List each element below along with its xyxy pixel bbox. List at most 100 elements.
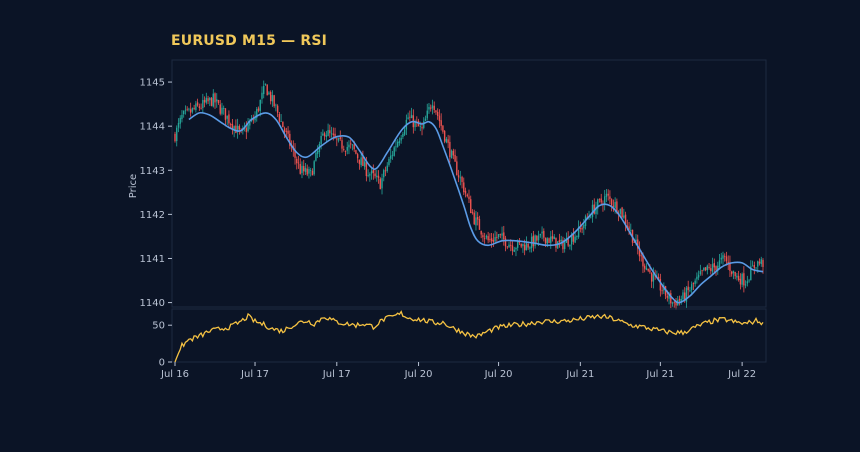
candle-down: [203, 99, 206, 103]
candle-down: [461, 176, 463, 183]
candle-up: [537, 235, 540, 241]
x-tick-label: Jul 21: [565, 369, 594, 380]
candle-down: [289, 133, 291, 146]
candle-up: [717, 265, 719, 272]
candle-up: [212, 93, 214, 107]
rsi-tick-label: 0: [159, 358, 165, 369]
candle-up: [652, 274, 655, 282]
price-tick-label: 1143: [140, 166, 165, 177]
candle-up: [396, 141, 399, 147]
candle-up: [711, 264, 714, 272]
candle-up: [308, 169, 310, 174]
candle-up: [263, 85, 265, 95]
candle-up: [619, 208, 622, 214]
candle-down: [339, 137, 341, 139]
candle-up: [249, 122, 251, 126]
candle-up: [221, 107, 223, 114]
x-tick-label: Jul 16: [160, 369, 189, 380]
x-tick-label: Jul 21: [645, 369, 674, 380]
candle-down: [294, 149, 296, 158]
candle-down: [219, 104, 221, 114]
candle-up: [386, 165, 388, 172]
candle-down: [193, 107, 195, 109]
candle-down: [558, 240, 561, 243]
candle-up: [605, 193, 608, 197]
candle-down: [329, 130, 331, 134]
candle-up: [304, 167, 307, 172]
candle-down: [200, 107, 202, 109]
candle-down: [471, 212, 474, 214]
candle-down: [287, 130, 289, 134]
candle-down: [579, 227, 582, 229]
candle-up: [513, 249, 515, 252]
price-tick-label: 1145: [140, 78, 165, 89]
candle-up: [671, 302, 674, 304]
candle-down: [464, 190, 467, 194]
candle-up: [563, 242, 566, 250]
candle-up: [680, 298, 682, 302]
candle-down: [659, 279, 662, 291]
candle-up: [395, 146, 397, 148]
candle-down: [593, 204, 595, 214]
candle-down: [299, 163, 301, 174]
candle-down: [303, 166, 305, 172]
x-tick-label: Jul 20: [484, 369, 513, 380]
candle-up: [360, 157, 362, 166]
candle-down: [350, 143, 352, 145]
candle-down: [633, 242, 635, 243]
candle-up: [565, 238, 568, 243]
candle-down: [489, 239, 491, 241]
candle-up: [330, 133, 333, 135]
candle-up: [398, 140, 401, 144]
price-tick-label: 1142: [140, 210, 165, 221]
candle-up: [591, 204, 594, 217]
candle-down: [612, 205, 615, 207]
candle-up: [459, 177, 462, 179]
candle-down: [231, 123, 234, 130]
candle-up: [390, 155, 392, 159]
candle-down: [490, 238, 493, 242]
candle-down: [285, 130, 288, 132]
candle-down: [600, 198, 602, 203]
candle-down: [753, 265, 756, 268]
candle-up: [577, 226, 580, 238]
candle-down: [238, 126, 241, 130]
candle-up: [668, 293, 670, 299]
candle-up: [614, 202, 616, 208]
candle-down: [725, 256, 728, 262]
candle-up: [309, 170, 312, 171]
candle-down: [637, 239, 639, 249]
candle-down: [356, 154, 359, 159]
y-axis-label: Price: [128, 174, 139, 198]
candle-up: [522, 243, 524, 247]
candle-up: [268, 92, 270, 95]
candle-down: [628, 226, 630, 230]
candle-down: [430, 107, 432, 109]
candle-down: [377, 175, 380, 178]
candle-up: [177, 123, 180, 128]
rsi-tick-label: 50: [152, 321, 165, 332]
candle-down: [499, 233, 502, 235]
candle-down: [642, 255, 644, 267]
candle-down: [278, 113, 281, 122]
rsi-panel: 0 50: [152, 308, 767, 369]
candle-up: [746, 281, 749, 284]
candle-up: [383, 170, 385, 178]
candle-up: [254, 116, 256, 121]
candle-up: [316, 151, 319, 154]
candle-up: [718, 260, 721, 267]
candle-up: [261, 92, 263, 99]
candle-up: [741, 273, 743, 285]
candle-down: [511, 245, 514, 251]
candle-down: [362, 156, 364, 166]
candle-down: [503, 232, 505, 240]
candle-up: [256, 109, 258, 118]
candle-down: [306, 168, 308, 175]
candle-down: [567, 238, 569, 246]
candle-up: [271, 95, 274, 102]
candle-up: [426, 110, 428, 119]
chart-title: EURUSD M15 — RSI: [171, 33, 328, 49]
candle-up: [755, 267, 757, 269]
candle-down: [454, 154, 456, 162]
